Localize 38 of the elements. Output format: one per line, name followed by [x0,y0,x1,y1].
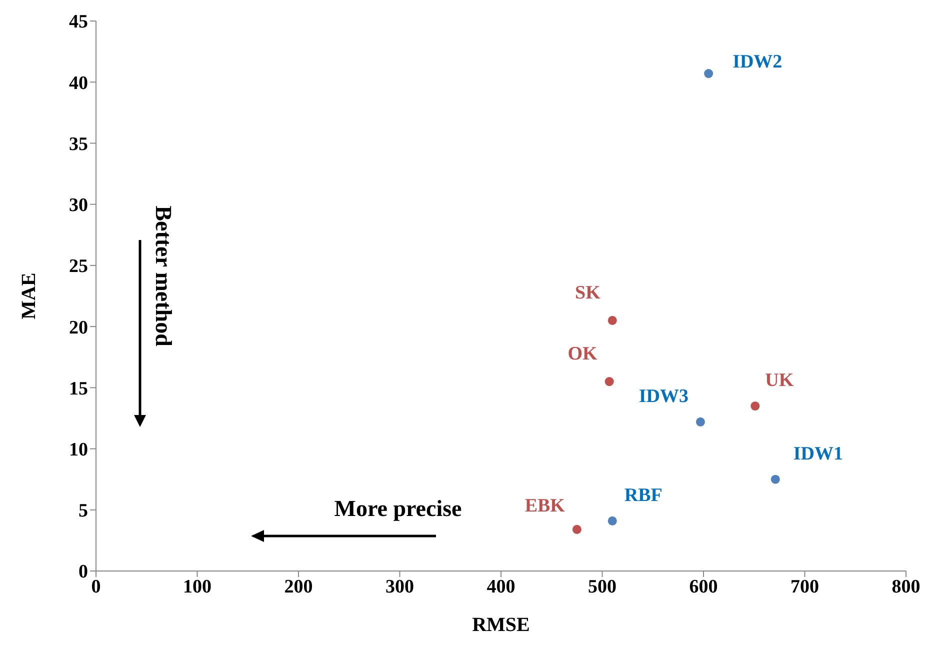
y-tick-label: 40 [69,72,88,94]
x-tick-label: 500 [588,576,616,598]
annotation: IDW2 [732,52,782,73]
point [572,524,582,534]
point [704,69,714,78]
annotation: UK [765,370,794,391]
point [608,316,617,325]
point [604,377,614,386]
x-tick-label: 400 [486,576,516,598]
y-tick-label: 35 [69,134,88,155]
annotation: IDW1 [793,443,844,464]
annotation: Better method [151,206,176,347]
x-tick-label: 600 [689,576,718,598]
annotation: EBK [524,495,566,516]
point [696,417,705,426]
point [608,516,617,526]
point [770,474,780,484]
annotation: RBF [624,484,662,506]
x-tick-label: 800 [892,576,920,598]
y-tick-label: 10 [69,440,88,461]
x-tick-label: 300 [386,576,414,598]
y-tick-label: 0 [78,562,88,583]
y-tick-label: 15 [69,378,88,400]
y-tick-label: 45 [69,12,88,33]
annotation: IDW3 [638,386,688,407]
annotation: SK [575,282,601,304]
x-tick-label: 700 [790,576,819,598]
y-tick-label: 25 [69,256,88,278]
x-tick-label: 100 [183,576,212,598]
annotation: More precise [334,496,462,521]
annotation: OK [568,344,598,365]
point [750,401,760,411]
y-axis-title: MAE [18,272,40,320]
y-tick-label: 20 [69,317,88,338]
y-tick-label: 30 [69,195,88,216]
y-tick-label: 5 [78,500,88,522]
x-tick-label: 200 [284,576,313,598]
x-axis-title: RMSE [472,614,530,636]
